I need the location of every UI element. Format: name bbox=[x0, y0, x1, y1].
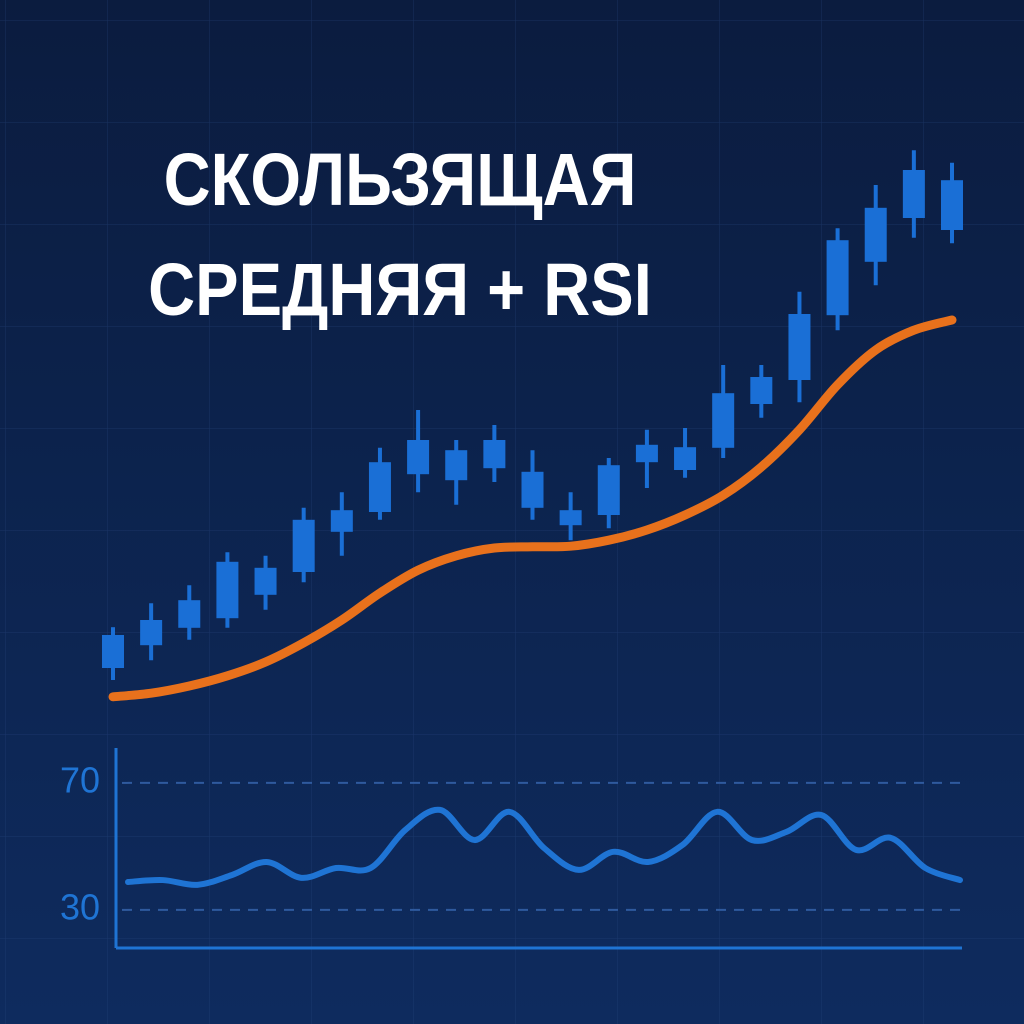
candle-body bbox=[941, 180, 963, 230]
candle-body bbox=[445, 450, 468, 481]
candle-body bbox=[902, 170, 925, 218]
candle-body bbox=[292, 519, 315, 572]
candle-body bbox=[635, 444, 658, 463]
candle-body bbox=[483, 440, 506, 469]
candle-body bbox=[826, 240, 849, 316]
candle-body bbox=[750, 377, 773, 404]
y-tick-label: 70 bbox=[60, 759, 100, 800]
candle-body bbox=[597, 465, 620, 515]
candle-body bbox=[788, 314, 811, 380]
rsi-line bbox=[125, 806, 963, 888]
candle-body bbox=[674, 447, 697, 470]
candle-body bbox=[254, 567, 277, 595]
chart-title: СКОЛЬЗЯЩАЯ СРЕДНЯЯ + RSI bbox=[148, 138, 652, 331]
candle-body bbox=[712, 393, 735, 448]
candle-body bbox=[140, 620, 163, 646]
candle-body bbox=[368, 462, 391, 512]
candle-body bbox=[102, 635, 124, 668]
candle-body bbox=[216, 561, 239, 619]
candle-body bbox=[864, 207, 887, 262]
moving-average-line bbox=[108, 315, 957, 702]
candle-body bbox=[559, 510, 582, 526]
candle-body bbox=[407, 440, 430, 475]
candle-body bbox=[521, 471, 544, 508]
y-tick-label: 30 bbox=[60, 886, 100, 927]
candle-body bbox=[178, 600, 201, 628]
candle-body bbox=[330, 510, 353, 532]
